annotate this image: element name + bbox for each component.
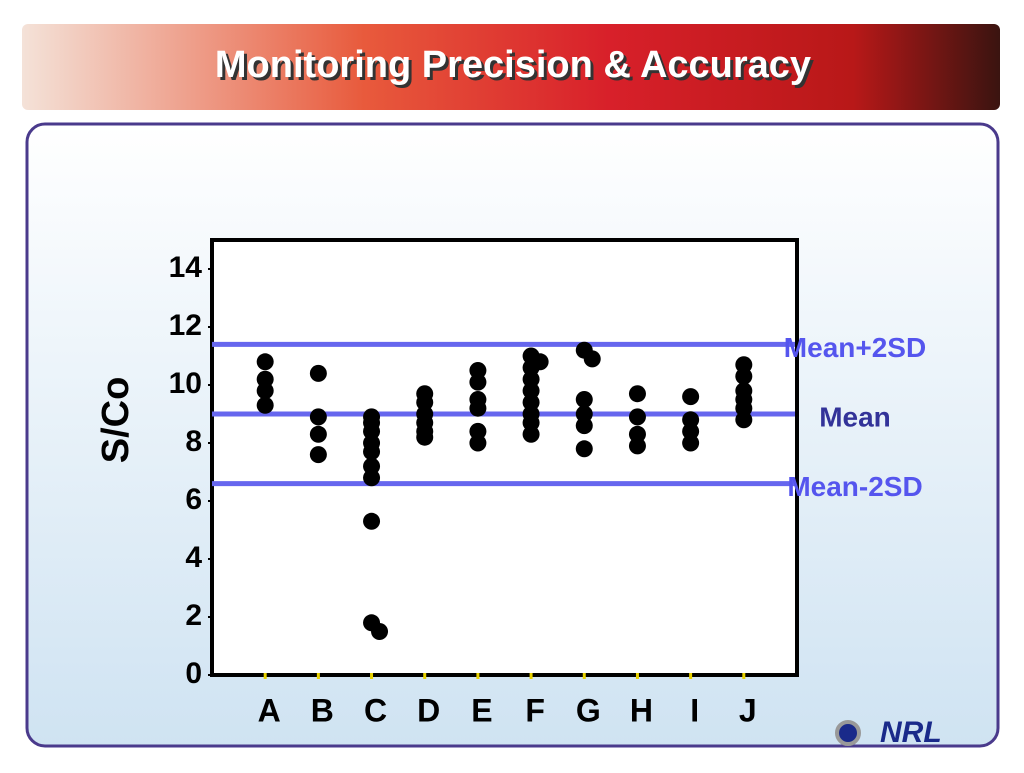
data-point [256, 396, 274, 414]
data-point [363, 512, 381, 530]
data-point [575, 440, 593, 458]
x-tick-label: F [525, 692, 545, 728]
data-point [309, 408, 327, 426]
x-tick-label: E [471, 692, 492, 728]
data-point [735, 411, 753, 429]
x-tick-label: I [690, 692, 699, 728]
x-tick-label: B [311, 692, 334, 728]
data-point [628, 385, 646, 403]
x-tick-label: J [739, 692, 757, 728]
x-tick-label: A [258, 692, 281, 728]
data-point [371, 623, 389, 640]
data-point [531, 353, 549, 371]
x-tick-label: G [576, 692, 601, 728]
data-point [682, 388, 700, 406]
data-point [309, 425, 327, 443]
x-tick-label: D [417, 692, 440, 728]
data-point [682, 434, 700, 452]
y-tick-label: 12 [169, 309, 202, 342]
plot-area [210, 238, 799, 677]
data-point [575, 417, 593, 435]
y-tick-label: 4 [185, 541, 202, 574]
y-tick-label: 14 [169, 251, 203, 284]
data-point [628, 437, 646, 455]
data-point [256, 382, 274, 400]
chart-title: Monitoring Precision & Accuracy [215, 44, 811, 86]
data-point [309, 364, 327, 382]
data-point [309, 446, 327, 464]
reference-label: Mean-2SD [787, 471, 922, 502]
title-shadow: Monitoring Precision & Accuracy [218, 47, 814, 89]
data-point [416, 428, 434, 446]
x-tick-label: H [630, 692, 653, 728]
y-tick-label: 0 [185, 657, 202, 690]
logo: NRL [880, 716, 942, 749]
data-point [522, 425, 540, 443]
x-tick-label: C [364, 692, 387, 728]
logo-icon [835, 720, 861, 746]
data-point [628, 408, 646, 426]
data-point [363, 443, 381, 461]
y-tick-label: 2 [185, 599, 202, 632]
data-point [575, 391, 593, 408]
y-axis-label: S/Co [95, 377, 137, 464]
data-point [735, 367, 753, 385]
data-point [256, 353, 274, 371]
y-tick-label: 6 [185, 483, 202, 516]
data-point [469, 373, 487, 391]
reference-label: Mean+2SD [784, 332, 926, 363]
title-banner [22, 24, 1000, 110]
y-tick-label: 10 [169, 367, 202, 400]
data-point [469, 399, 487, 417]
data-point [469, 434, 487, 452]
data-point [583, 350, 601, 368]
y-tick-label: 8 [185, 425, 202, 458]
reference-label: Mean [819, 401, 891, 432]
data-point [363, 469, 381, 487]
